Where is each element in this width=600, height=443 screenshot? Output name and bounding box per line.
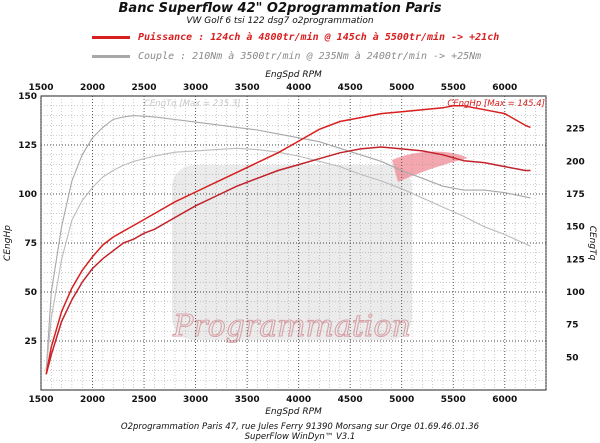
torque-max-annotation: CEngTq [Max = 235.3] — [144, 99, 240, 109]
y-right-tick: 125 — [566, 255, 585, 265]
x-tick-top: 2000 — [80, 83, 105, 93]
y-right-tick: 200 — [566, 157, 585, 167]
y-left-tick: 100 — [18, 190, 37, 200]
watermark-box — [172, 165, 412, 340]
x-axis-label-top: EngSpd RPM — [265, 70, 322, 80]
legend-swatch-power — [92, 35, 130, 39]
y-right-tick: 225 — [566, 125, 585, 135]
y-axis-label-right: CEngTq — [587, 226, 597, 261]
torque-curve-stock — [45, 147, 531, 371]
footer-software: SuperFlow WinDyn™ V3.1 — [244, 432, 356, 442]
x-tick-top: 1500 — [28, 83, 53, 93]
x-tick-top: 3000 — [183, 83, 208, 93]
x-tick-top: 4500 — [338, 83, 363, 93]
legend-label-power: Puissance : 124ch à 4800tr/min @ 145ch à… — [138, 31, 500, 43]
x-axis-label-bottom: EngSpd RPM — [265, 407, 322, 417]
y-left-tick: 150 — [18, 92, 37, 102]
legend-label-torque: Couple : 210Nm à 3500tr/min @ 235Nm à 24… — [138, 50, 482, 62]
y-left-tick: 75 — [24, 239, 37, 249]
x-tick-bottom: 2000 — [80, 395, 105, 405]
grid — [40, 96, 547, 390]
power-max-annotation: CEngHp [Max = 145.4] — [447, 99, 545, 109]
x-tick-top: 4000 — [286, 83, 311, 93]
x-tick-top: 5000 — [389, 83, 414, 93]
chart-title: Banc Superflow 42" O2programmation Paris — [118, 1, 442, 16]
x-tick-bottom: 2500 — [132, 395, 157, 405]
torque-curve-tuned — [45, 115, 531, 371]
footer-address: O2programmation Paris 47, rue Jules Ferr… — [120, 422, 480, 432]
x-tick-bottom: 3000 — [183, 395, 208, 405]
y-right-tick: 150 — [566, 223, 585, 233]
x-tick-top: 2500 — [132, 83, 157, 93]
legend-item-power: Puissance : 124ch à 4800tr/min @ 145ch à… — [92, 30, 499, 44]
x-tick-bottom: 1500 — [28, 395, 53, 405]
legend-item-torque: Couple : 210Nm à 3500tr/min @ 235Nm à 24… — [92, 49, 481, 63]
y-left-tick: 25 — [24, 337, 37, 347]
power-curve-stock — [45, 146, 531, 375]
x-tick-bottom: 6000 — [492, 395, 517, 405]
x-tick-bottom: 5000 — [389, 395, 414, 405]
y-right-tick: 100 — [566, 288, 585, 298]
y-left-tick: 125 — [18, 141, 37, 151]
x-tick-top: 6000 — [492, 83, 517, 93]
y-right-tick: 75 — [566, 321, 579, 331]
y-right-tick: 50 — [566, 353, 579, 363]
x-tick-bottom: 4500 — [338, 395, 363, 405]
y-right-tick: 175 — [566, 190, 585, 200]
x-tick-top: 5500 — [441, 83, 466, 93]
y-axis-label-left: CEngHp — [3, 225, 13, 261]
x-tick-bottom: 5500 — [441, 395, 466, 405]
chart-subtitle: VW Golf 6 tsi 122 dsg7 o2programmation — [186, 16, 374, 26]
x-tick-top: 3500 — [235, 83, 260, 93]
y-left-tick: 50 — [24, 288, 37, 298]
legend-swatch-torque — [92, 54, 130, 58]
x-tick-bottom: 3500 — [235, 395, 260, 405]
x-tick-bottom: 4000 — [286, 395, 311, 405]
watermark-text: Programmation — [172, 309, 411, 344]
power-curve-tuned — [45, 105, 531, 375]
